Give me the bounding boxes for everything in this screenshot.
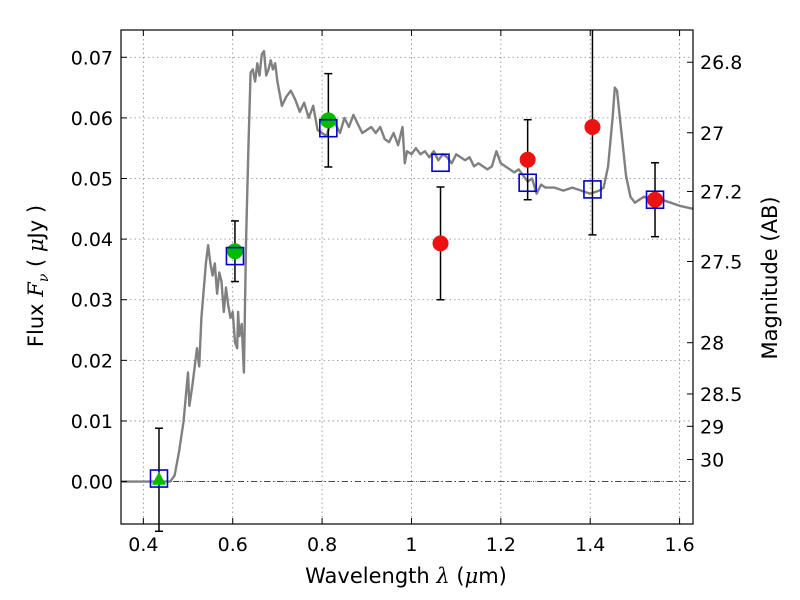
- model-photometry-square: [431, 153, 450, 173]
- red-point: [647, 191, 664, 208]
- x-tick-label: 1: [405, 534, 417, 556]
- y-tick-label: 0.02: [71, 350, 113, 372]
- model-spectrum-line: [121, 50, 694, 483]
- x-tick-label: 0.6: [218, 534, 248, 556]
- y-axis-title: Flux Fν ( μJy ): [24, 205, 52, 347]
- error-bars: [154, 30, 660, 533]
- model-spectrum: [121, 50, 694, 483]
- x-tick-label: 1.2: [486, 534, 516, 556]
- x-axis-title: Wavelength λ (μm): [305, 564, 507, 588]
- green-triangle-point: [151, 471, 166, 485]
- model-photometry-square: [225, 246, 245, 266]
- model-photometry-square: [518, 173, 537, 193]
- right-axis-title: Magnitude (AB): [758, 196, 782, 359]
- y-tick-label: 0.00: [71, 472, 113, 494]
- x-tick-label: 0.4: [128, 534, 158, 556]
- y-tick-label: 0.07: [71, 47, 113, 69]
- red-point: [519, 151, 536, 168]
- right-tick-label: 30: [700, 450, 724, 472]
- plot-frame: [120, 29, 694, 525]
- right-tick-label: 28: [700, 333, 724, 355]
- right-tick-label: 27: [700, 123, 724, 145]
- y-tick-label: 0.04: [71, 229, 113, 251]
- right-tick-label: 27.5: [700, 251, 742, 273]
- right-tick-label: 26.8: [700, 52, 742, 74]
- axis-ticks: 0.4 0.6 0.8 1 1.2 1.4 1.6 0.00 0.01 0.02 0.03 0.04 0…: [71, 30, 742, 556]
- right-tick-label: 29: [700, 416, 724, 438]
- y-tick-label: 0.03: [71, 290, 113, 312]
- model-photometry-square: [149, 469, 169, 488]
- y-tick-label: 0.06: [71, 108, 113, 130]
- right-tick-label: 28.5: [700, 384, 742, 406]
- model-photometry-square: [583, 180, 602, 199]
- green-point: [226, 243, 243, 260]
- grid: [121, 30, 693, 524]
- x-tick-label: 1.6: [664, 534, 694, 556]
- x-tick-label: 0.8: [307, 534, 337, 556]
- red-point: [432, 235, 449, 252]
- data-points: [149, 112, 665, 488]
- model-photometry-square: [645, 190, 665, 210]
- right-tick-label: 27.2: [700, 181, 742, 203]
- model-photometry-square: [319, 118, 338, 138]
- red-point: [584, 118, 601, 135]
- y-tick-label: 0.05: [71, 169, 113, 191]
- y-tick-label: 0.01: [71, 411, 113, 433]
- x-tick-label: 1.4: [575, 534, 605, 556]
